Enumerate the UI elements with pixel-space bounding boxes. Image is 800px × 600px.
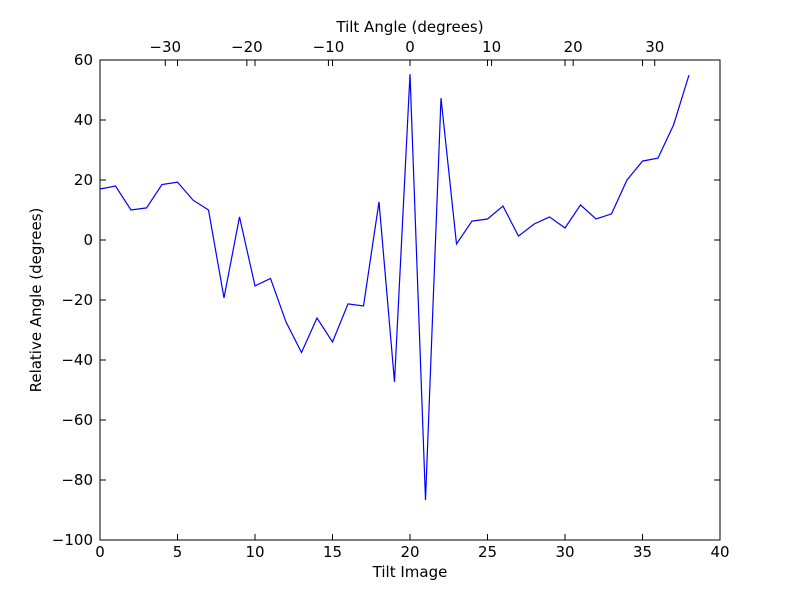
y-tick-label: −40 [61,351,93,369]
x-tick-label: 40 [710,543,729,561]
top-x-tick-label: 20 [564,38,583,56]
x-tick-label: 35 [633,543,652,561]
top-x-tick-label: −30 [149,38,181,56]
plot-area [100,60,720,540]
ticks-layer: 0 5 10 15 20 25 30 35 40−100−80−60−40−200204060−… [52,38,730,561]
y-tick-label: −80 [61,471,93,489]
y-tick-label: 0 [83,231,93,249]
series-line [99,74,690,501]
y-tick-label: −60 [61,411,93,429]
top-x-tick-label: 10 [482,38,501,56]
y-tick-label: 20 [74,171,93,189]
top-x-tick-label: 30 [645,38,664,56]
x-tick-label: 15 [323,543,342,561]
top-x-tick-label: 0 [405,38,415,56]
x-axis-title: Tilt Image [372,563,448,581]
top-x-axis-title: Tilt Angle (degrees) [335,18,483,36]
x-tick-label: 30 [555,543,574,561]
y-tick-label: −20 [61,291,93,309]
x-tick-label: 5 [173,543,183,561]
series-layer [99,74,690,501]
y-axis-title: Relative Angle (degrees) [27,208,45,393]
y-tick-label: 60 [74,51,93,69]
y-tick-label: −100 [52,531,93,549]
x-tick-label: 10 [245,543,264,561]
top-x-tick-label: −10 [313,38,345,56]
y-tick-label: 40 [74,111,93,129]
x-tick-label: 20 [400,543,419,561]
top-x-tick-label: −20 [231,38,263,56]
x-tick-label: 0 [95,543,105,561]
plot-frame [99,59,721,541]
x-tick-label: 25 [478,543,497,561]
